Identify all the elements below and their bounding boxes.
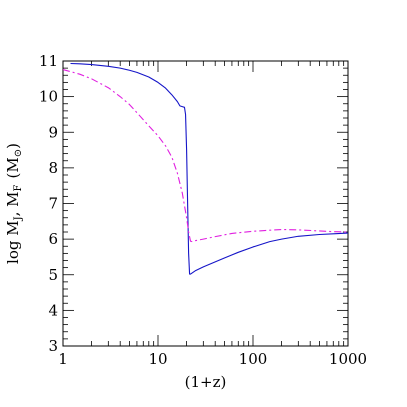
y-tick-label: 3: [48, 337, 58, 355]
y-tick-label: 7: [48, 195, 58, 213]
y-tick-label: 8: [48, 159, 58, 177]
x-tick-label: 1: [58, 350, 68, 368]
tick-labels: 1 10 100 1000 3 4 5 6 7 8 9 10 11: [39, 52, 367, 368]
series-layer: [62, 62, 349, 275]
series-line-1: [70, 62, 349, 275]
y-tick-label: 5: [48, 266, 58, 284]
y-label-main: log M: [4, 220, 22, 264]
y-label-mid: , M: [4, 191, 22, 216]
y-tick-label: 9: [48, 123, 58, 141]
series-line-2: [62, 69, 349, 243]
x-tick-label: 1000: [329, 350, 367, 368]
y-tick-label: 4: [48, 301, 58, 319]
y-label-sub-j: J: [13, 216, 24, 221]
y-axis-label: log MJ, MF (M⊙): [4, 143, 24, 264]
x-tick-label: 10: [148, 350, 167, 368]
y-label-unit-sub: ⊙: [13, 149, 24, 157]
plot-frame: [62, 60, 349, 347]
x-tick-label: 100: [239, 350, 268, 368]
axis-ticks: [62, 60, 349, 347]
y-label-sub-f: F: [13, 184, 24, 191]
x-axis-label: (1+z): [185, 373, 227, 391]
y-label-unit-open: (M: [4, 157, 22, 178]
y-label-unit-close: ): [4, 143, 22, 149]
y-tick-label: 11: [39, 52, 58, 70]
y-tick-label: 6: [48, 230, 58, 248]
y-tick-label: 10: [39, 88, 58, 106]
